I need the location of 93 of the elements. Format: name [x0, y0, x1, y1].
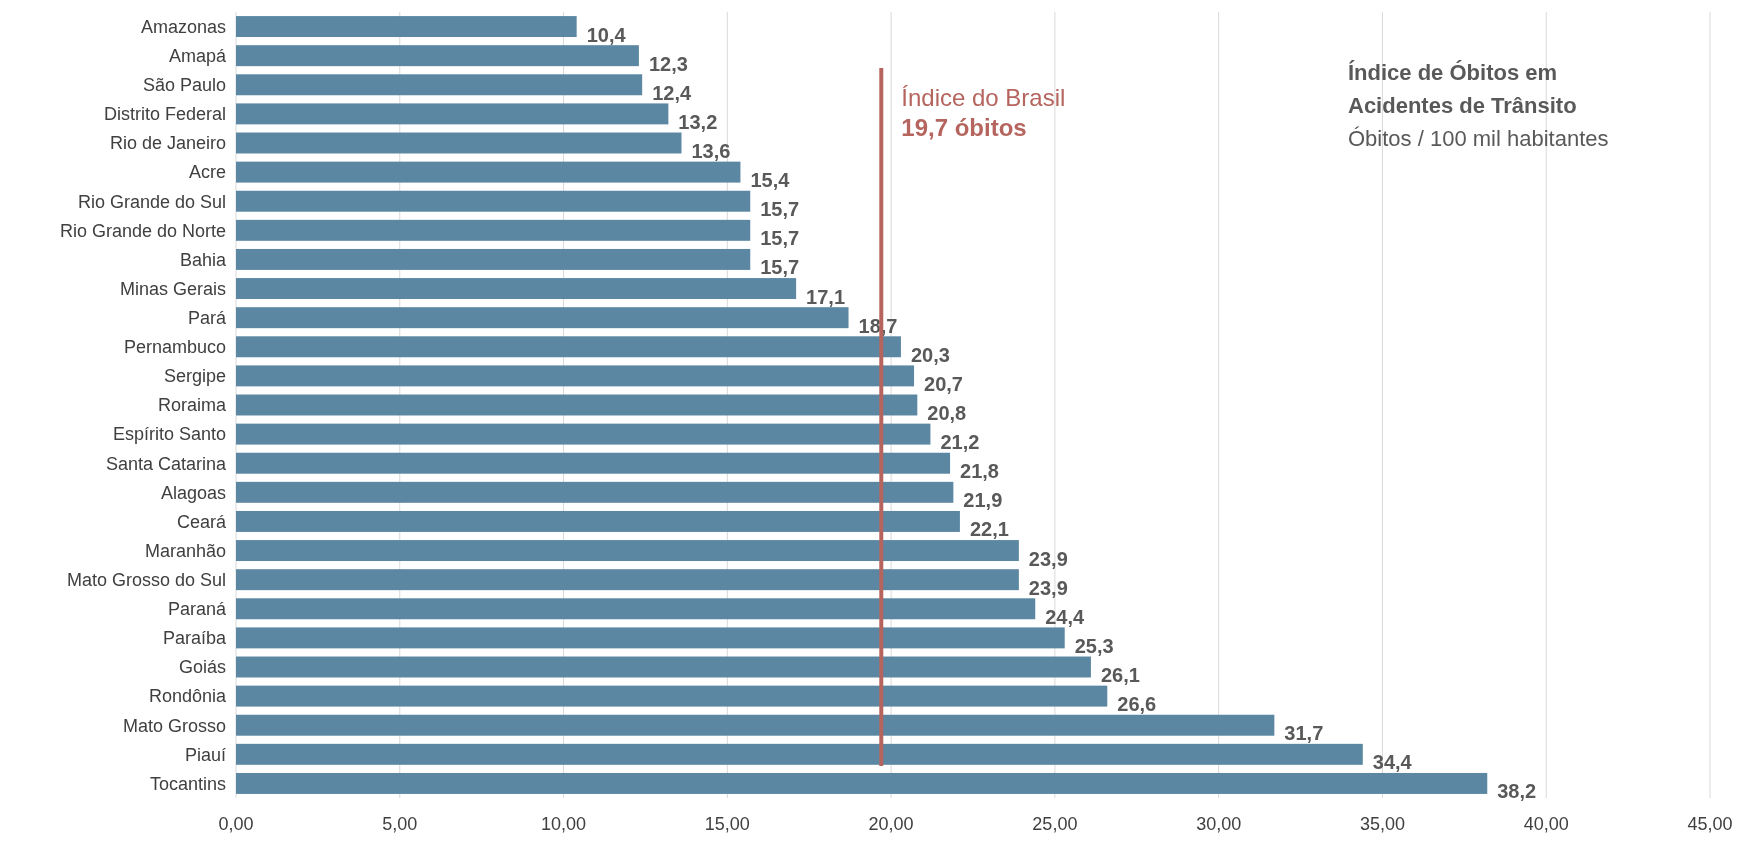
bar	[236, 394, 918, 416]
bar	[236, 278, 797, 300]
y-tick-label: Alagoas	[160, 482, 226, 503]
data-label: 15,4	[750, 169, 791, 192]
data-label: 21,8	[960, 460, 1000, 483]
y-tick-label: Pernambuco	[123, 337, 226, 358]
bar	[236, 540, 1019, 562]
x-tick-label: 20,00	[868, 814, 914, 834]
bar	[236, 743, 1363, 765]
y-tick-label: Paraíba	[162, 628, 227, 649]
x-tick-label: 45,00	[1687, 814, 1733, 834]
bar	[236, 365, 915, 387]
data-label: 26,6	[1117, 693, 1157, 716]
bar	[236, 627, 1065, 649]
x-tick-label: 35,00	[1359, 814, 1405, 834]
data-label: 23,9	[1028, 576, 1068, 599]
bar	[236, 248, 751, 270]
bar	[236, 772, 1488, 794]
data-label: 12,4	[652, 81, 692, 104]
bar	[236, 569, 1019, 591]
bar	[236, 307, 849, 329]
y-tick-label: Sergipe	[163, 366, 226, 387]
y-tick-label: Rio de Janeiro	[109, 133, 226, 154]
ref-line-label: Índice do Brasil 19,7 óbitos	[901, 84, 1066, 141]
bar	[236, 714, 1275, 736]
data-label: 15,7	[760, 198, 800, 221]
data-label: 20,8	[927, 402, 967, 424]
data-label: 15,7	[760, 227, 800, 250]
text: Óbitos / 100 mil habitantes	[1348, 126, 1609, 151]
bar	[236, 598, 1036, 620]
text: Índice de Óbitos em Acidentes de Trânsito	[1348, 60, 1577, 118]
x-tick-label: 40,00	[1523, 814, 1569, 834]
y-tick-label: Bahia	[179, 249, 227, 270]
y-tick-label: Mato Grosso do Sul	[66, 569, 226, 590]
bar	[236, 452, 951, 474]
data-label: 21,2	[940, 431, 980, 454]
y-tick-label: Rio Grande do Norte	[59, 220, 226, 241]
y-tick-label: Minas Gerais	[119, 278, 226, 299]
bar	[236, 103, 669, 125]
bar	[236, 656, 1091, 678]
y-tick-label: Espírito Santo	[112, 424, 226, 445]
y-tick-label: Paraná	[167, 599, 227, 620]
bar	[236, 219, 751, 241]
x-tick-label: 5,00	[382, 814, 418, 834]
y-tick-label: Distrito Federal	[103, 104, 226, 125]
y-tick-label: Acre	[188, 162, 226, 183]
data-label: 25,3	[1074, 634, 1114, 657]
y-tick-label: Rondônia	[148, 686, 227, 707]
data-label: 34,4	[1372, 751, 1413, 774]
x-tick-label: 10,00	[541, 814, 587, 834]
y-tick-label: Mato Grosso	[122, 715, 226, 736]
bar	[236, 74, 643, 96]
data-label: 21,9	[963, 489, 1003, 512]
y-tick-label: Maranhão	[144, 540, 226, 561]
y-tick-label: Goiás	[178, 657, 226, 678]
bar	[236, 45, 639, 67]
data-label: 13,6	[691, 140, 731, 162]
x-tick-label: 30,00	[1196, 814, 1242, 834]
data-label: 20,3	[910, 343, 950, 366]
y-tick-label: Ceará	[176, 511, 227, 532]
data-label: 20,7	[924, 372, 963, 395]
data-label: 31,7	[1284, 722, 1324, 745]
data-label: 22,1	[969, 518, 1009, 541]
y-tick-label: São Paulo	[142, 75, 226, 96]
y-tick-label: Santa Catarina	[105, 453, 227, 474]
x-tick-label: 0,00	[218, 814, 254, 834]
bar	[236, 481, 954, 503]
bar	[236, 685, 1108, 707]
bar	[236, 16, 577, 38]
y-tick-label: Amapá	[168, 45, 227, 66]
x-tick-label: 25,00	[1032, 814, 1078, 834]
data-label: 38,2	[1497, 780, 1537, 803]
data-label: 23,9	[1028, 547, 1068, 570]
data-label: 24,4	[1045, 605, 1086, 628]
y-tick-label: Piauí	[184, 744, 226, 765]
data-label: 26,1	[1100, 664, 1140, 686]
bar	[236, 423, 931, 445]
y-tick-label: Pará	[187, 307, 227, 328]
bar	[236, 132, 682, 154]
data-label: 10,4	[586, 23, 627, 46]
y-tick-label: Roraima	[157, 395, 227, 416]
bar	[236, 336, 901, 358]
data-label: 13,2	[678, 110, 718, 133]
bar	[236, 161, 741, 183]
y-tick-label: Rio Grande do Sul	[77, 191, 226, 212]
y-tick-label: Tocantins	[149, 773, 226, 794]
bar	[236, 510, 960, 532]
data-label: 12,3	[648, 52, 688, 75]
data-label: 17,1	[806, 285, 846, 308]
y-tick-label: Amazonas	[140, 16, 226, 37]
data-label: 15,7	[760, 256, 800, 279]
bar	[236, 190, 751, 212]
x-tick-label: 15,00	[704, 814, 750, 834]
